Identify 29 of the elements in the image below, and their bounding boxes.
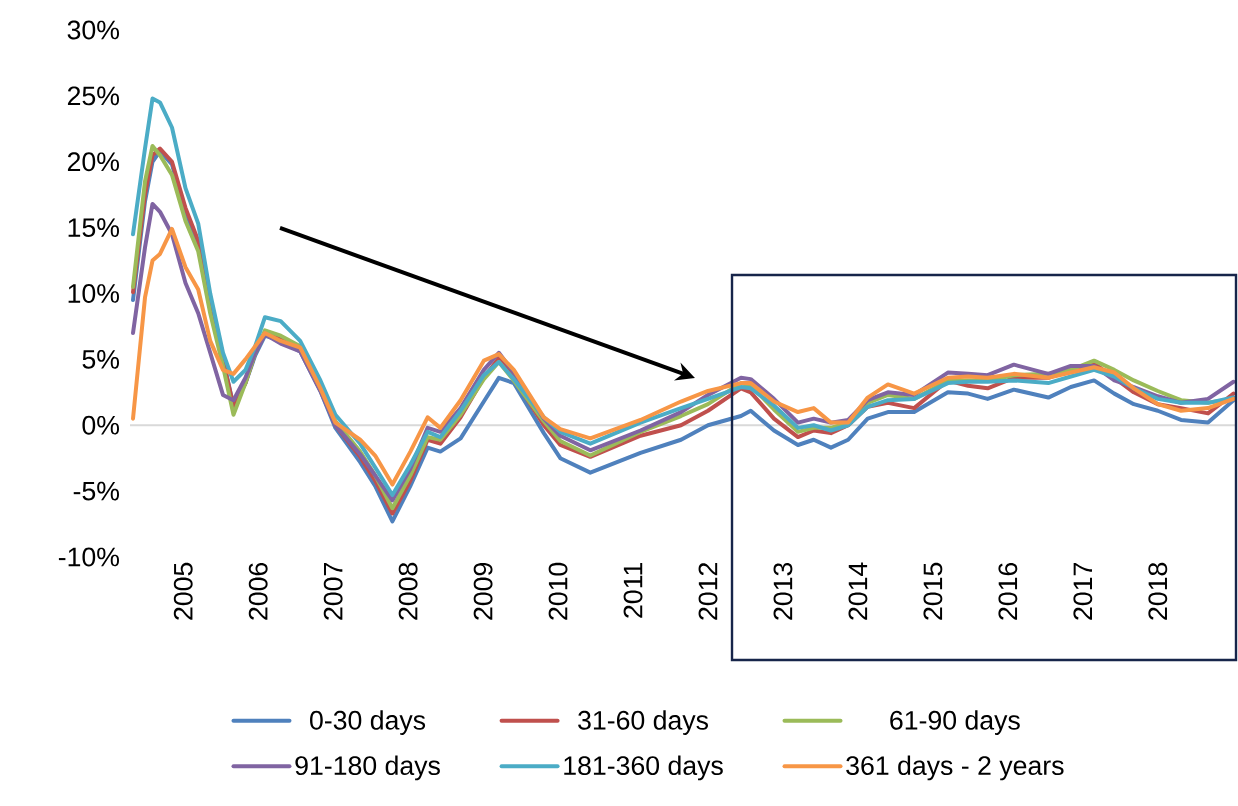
legend-label: 0-30 days [310,710,426,736]
y-tick-label: 15% [68,218,119,237]
legend-label: 31-60 days [578,710,708,736]
x-tick-label: 2010 [548,562,568,620]
x-tick-label: 2015 [923,562,943,620]
x-tick-label: 2009 [473,562,493,620]
legend-label: 61-90 days [890,710,1020,736]
x-tick-label: 2016 [998,562,1018,620]
y-tick-label: 10% [68,284,119,303]
x-tick-label: 2006 [248,562,268,620]
x-tick-label: 2014 [848,562,868,620]
y-tick-label: 25% [67,86,119,106]
y-tick-label: 0% [82,415,119,435]
x-tick-label: 2013 [773,562,793,620]
legend-label: 361 days - 2 years [846,755,1064,781]
y-tick-label: 5% [82,349,119,369]
y-tick-label: -5% [73,481,119,501]
legend-label: 181-360 days [564,755,723,781]
y-tick-label: -10% [58,547,119,567]
x-tick-label: 2005 [173,562,193,620]
x-tick-label: 2008 [398,562,418,620]
x-tick-label: 2011 [623,563,643,618]
legend-label: 91-180 days [295,755,440,781]
x-tick-label: 2012 [698,563,718,620]
y-tick-label: 20% [67,152,119,172]
x-tick-label: 2007 [323,563,343,620]
x-tick-label: 2017 [1073,563,1093,620]
y-tick-label: 30% [67,20,119,40]
x-tick-label: 2018 [1148,562,1168,620]
